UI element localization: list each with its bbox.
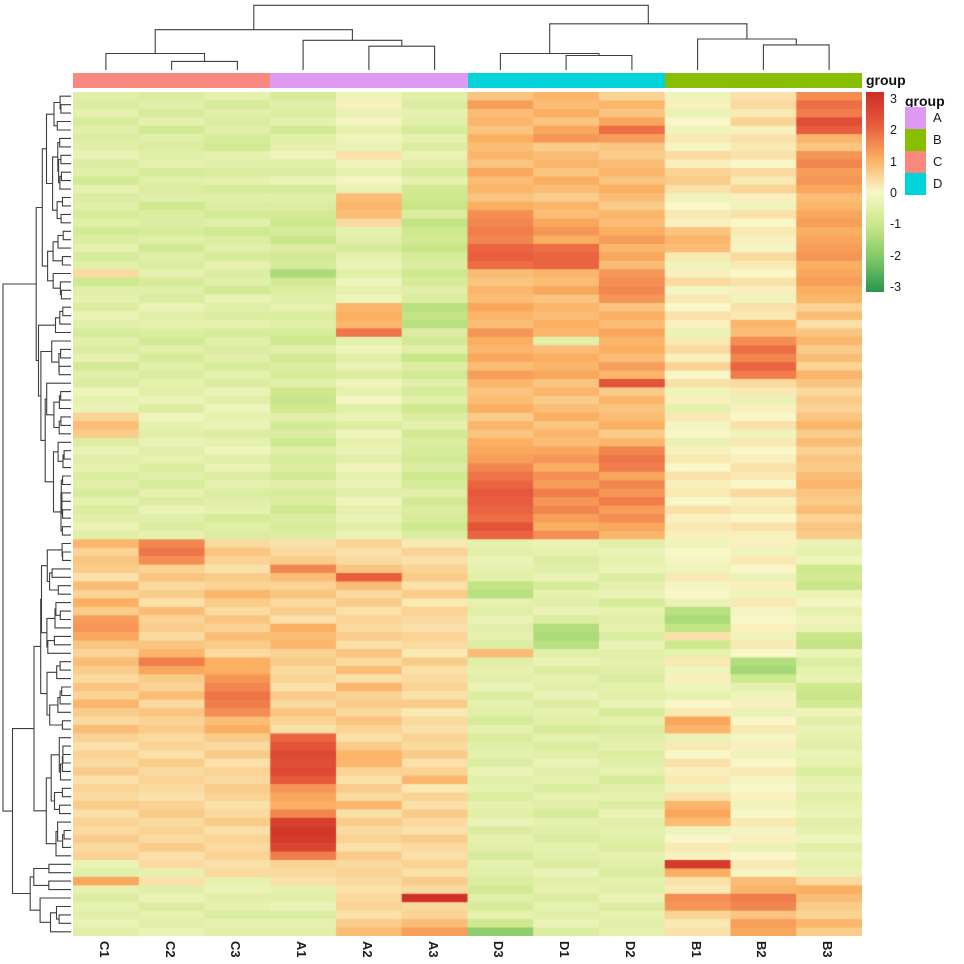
column-label-B3: B3 (820, 941, 836, 958)
legend-label-D: D (933, 176, 943, 191)
legend-swatch-D (905, 173, 926, 195)
column-label-C3: C3 (228, 941, 244, 958)
column-label-A1: A1 (294, 941, 310, 958)
annotation-segment-C (73, 73, 271, 88)
colorbar-tick: 1 (890, 154, 897, 169)
column-label-C2: C2 (162, 941, 178, 958)
column-label-A2: A2 (359, 941, 375, 958)
legend-label-A: A (933, 110, 942, 125)
column-label-A3: A3 (425, 941, 441, 958)
legend-swatch-A (905, 107, 926, 129)
legend-label-B: B (933, 132, 942, 147)
column-label-B1: B1 (688, 941, 704, 958)
column-label-C1: C1 (96, 941, 112, 958)
annotation-segment-D (467, 73, 665, 88)
colorbar-tick: 3 (890, 92, 897, 106)
colorbar-gradient (866, 92, 884, 292)
column-label-D1: D1 (557, 941, 573, 958)
colorbar-tick: -3 (890, 280, 902, 294)
legend-swatch-C (905, 151, 926, 173)
column-label-D2: D2 (622, 941, 638, 958)
column-label-D3: D3 (491, 941, 507, 958)
annotation-bar-title: group (866, 72, 906, 88)
heatmap (73, 92, 862, 936)
group-legend-title: group (905, 93, 945, 109)
legend-swatch-B (905, 129, 926, 151)
colorbar-tick: 2 (890, 123, 897, 138)
annotation-segment-B (664, 73, 862, 88)
column-annotation-bar (73, 73, 862, 88)
colorbar-tick: -2 (890, 248, 902, 263)
colorbar-tick: 0 (890, 186, 897, 200)
column-label-B2: B2 (754, 941, 770, 958)
legend-label-C: C (933, 154, 943, 169)
annotation-segment-A (270, 73, 468, 88)
colorbar-tick: -1 (890, 217, 902, 232)
